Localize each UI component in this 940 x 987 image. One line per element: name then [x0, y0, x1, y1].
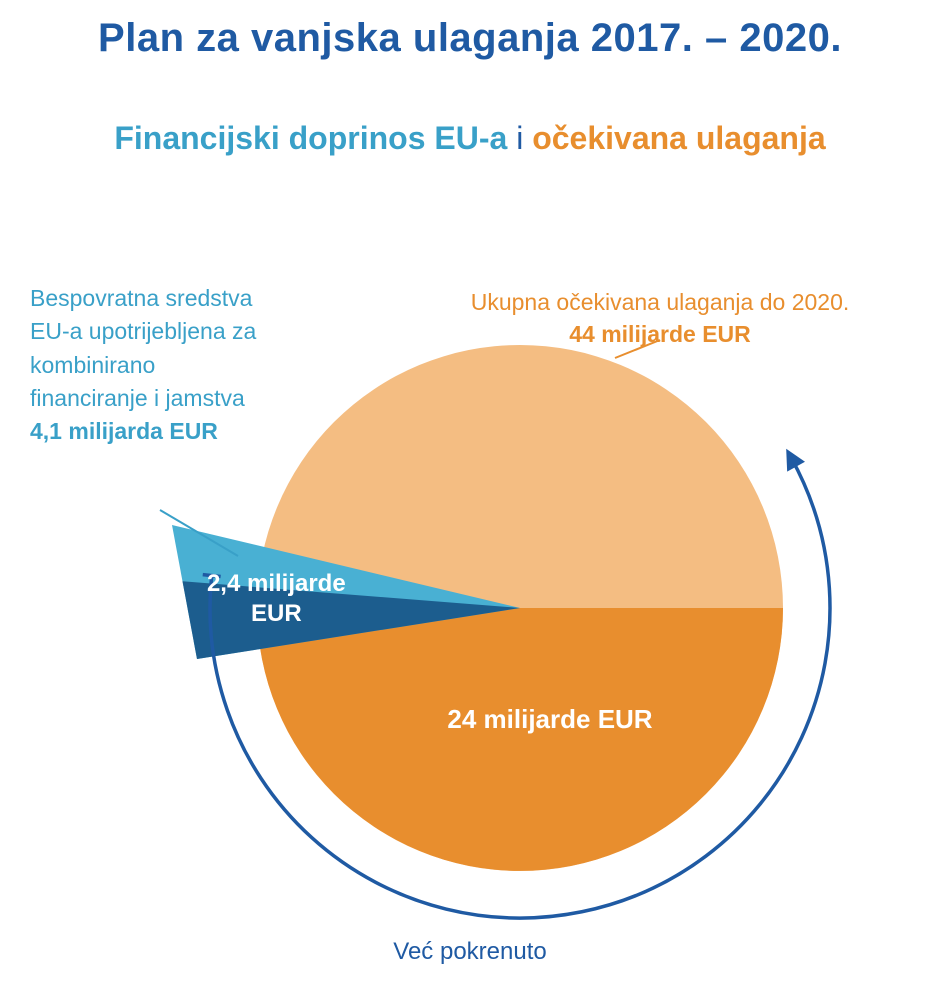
launched-half	[257, 608, 783, 871]
wedge-label-line2: EUR	[251, 600, 302, 627]
pie-chart	[0, 0, 940, 987]
bottom-caption: Već pokrenuto	[0, 938, 940, 966]
leader-line-right	[615, 340, 660, 358]
wedge-label-line1: 2,4 milijarde	[207, 570, 346, 597]
wedge-slice-label: 2,4 milijarde EUR	[191, 569, 361, 629]
bottom-slice-label: 24 milijarde EUR	[390, 703, 710, 736]
